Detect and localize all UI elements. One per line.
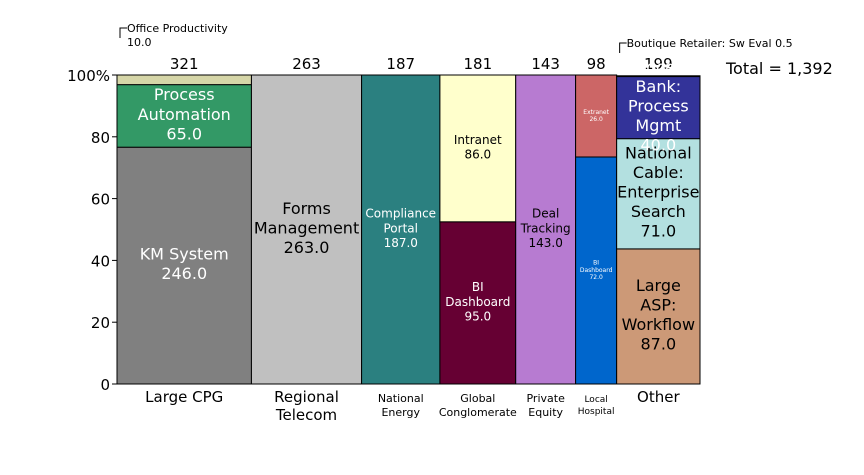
callout-leader [619,42,627,53]
y-tick-label: 40 [91,252,110,270]
column-label-global-conglomerate: Conglomerate [439,406,517,419]
y-tick-label: 0 [100,376,110,394]
segment-label-local-bank-process-mgmt: Bank: [636,77,682,96]
segment-label-bi-dashboard: Dashboard [580,267,613,274]
segment-value-forms-management: 263.0 [284,238,330,257]
segment-label-forms-management: Forms [282,199,331,218]
segment-other-national-cable-enterprise-search [616,138,701,250]
segment-label-large-asp-workflow: Large [636,276,681,295]
callout-leader [119,27,127,38]
segment-label-large-asp-workflow: Workflow [622,315,695,334]
column-label-regional-telecom: Regional [274,388,339,406]
segment-label-local-bank-process-mgmt: Process [628,96,689,115]
plot-area [116,74,701,385]
column-label-other: Other [637,388,680,406]
segment-value-extranet: 26.0 [589,116,603,123]
y-tick-label: 100% [67,67,110,85]
callout-label-office-productivity: Office Productivity [127,22,228,35]
column-total-global-conglomerate: 181 [463,55,492,73]
y-tick-label: 60 [91,191,110,209]
segment-label-local-bank-process-mgmt: Mgmt [635,116,681,135]
segment-label-forms-management: Management [254,218,359,237]
segment-other-local-bank-process-mgmt [616,76,701,140]
segment-value-process-automation: 65.0 [166,124,202,143]
segment-local-hospital-bi-dashboard [575,156,618,385]
column-total-national-energy: 187 [386,55,415,73]
column-total-large-cpg: 321 [170,55,199,73]
segment-value-bi-dashboard: 95.0 [464,309,491,323]
column-total-private-equity: 143 [531,55,560,73]
segment-label-compliance-portal: Compliance [365,207,436,221]
column-total-local-hospital: 98 [587,55,606,73]
callout-value-office-productivity: 10.0 [127,36,152,49]
segment-value-deal-tracking: 143.0 [528,236,562,250]
segment-label-bi-dashboard: BI [472,280,484,294]
y-tick-label: 80 [91,129,110,147]
segment-label-intranet: Intranet [454,133,502,147]
segment-national-energy-compliance-portal [361,74,441,385]
grand-total-label: Total = 1,392 [725,59,833,78]
segment-large-cpg-office-productivity [116,74,252,86]
column-label-local-hospital: Hospital [578,407,615,417]
segment-value-bi-dashboard: 72.0 [589,274,603,281]
segment-label-bi-dashboard: BI [593,260,599,267]
segment-label-deal-tracking: Deal [532,207,559,221]
column-total-other: 199 [644,55,673,73]
column-total-regional-telecom: 263 [292,55,321,73]
segment-label-deal-tracking: Tracking [520,221,571,235]
segment-label-process-automation: Automation [138,105,231,124]
segment-label-local-bank-process-mgmt: Local [638,57,679,76]
column-label-national-energy: Energy [381,406,420,419]
segment-value-compliance-portal: 187.0 [384,236,418,250]
column-label-global-conglomerate: Global [460,392,495,405]
segment-label-bi-dashboard: Dashboard [445,295,510,309]
column-label-local-hospital: Local [584,395,607,405]
segment-label-national-cable-enterprise-search: Cable: [633,163,684,182]
segment-label-compliance-portal: Portal [384,221,418,235]
column-label-national-energy: National [378,392,424,405]
segment-label-large-asp-workflow: ASP: [640,296,676,315]
segment-local-hospital-extranet [575,74,618,158]
column-label-private-equity: Equity [528,406,563,419]
segment-value-km-system: 246.0 [161,264,207,283]
segment-value-national-cable-enterprise-search: 71.0 [641,222,677,241]
segment-large-cpg-km-system [116,146,252,385]
segment-label-km-system: KM System [140,245,229,264]
column-label-regional-telecom: Telecom [275,406,337,424]
segment-value-large-asp-workflow: 87.0 [641,335,677,354]
segment-global-conglomerate-bi-dashboard [439,221,517,385]
segment-label-process-automation: Process [154,85,215,104]
segment-label-national-cable-enterprise-search: National [625,144,692,163]
segment-value-intranet: 86.0 [464,148,491,162]
segment-other-boutique-retailer-sw-eval [616,75,701,78]
callout-label-boutique-retailer-sw-eval: Boutique Retailer: Sw Eval 0.5 [627,37,793,50]
segment-label-national-cable-enterprise-search: Search [631,202,686,221]
column-label-large-cpg: Large CPG [145,388,223,406]
segment-other-large-asp-workflow [616,248,701,385]
segment-private-equity-deal-tracking [515,74,577,385]
segment-global-conglomerate-intranet [439,74,517,223]
column-label-private-equity: Private [526,392,565,405]
segment-label-national-cable-enterprise-search: Enterprise [617,183,699,202]
y-tick-label: 20 [91,314,110,332]
segment-value-local-bank-process-mgmt: 40.0 [641,135,677,154]
segment-label-extranet: Extranet [583,109,609,116]
